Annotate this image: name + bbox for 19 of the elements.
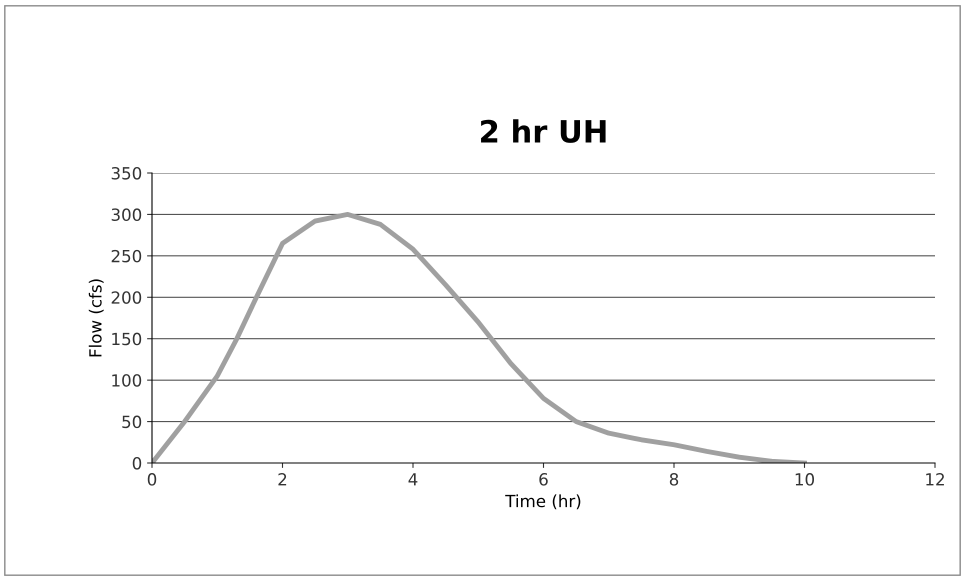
y-tick-label: 50	[122, 416, 142, 428]
y-tick-label: 100	[112, 374, 142, 387]
x-axis-title: Time (hr)	[505, 494, 580, 510]
x-tick-label: 2	[278, 473, 286, 486]
x-tick-label: 4	[408, 473, 418, 486]
y-tick-label: 150	[112, 332, 142, 346]
y-tick-label: 300	[112, 208, 142, 221]
x-tick-label: 8	[670, 473, 678, 486]
x-tick-label: 10	[796, 473, 814, 486]
x-tick-label: 0	[148, 473, 156, 486]
y-tick-label: 250	[112, 250, 142, 262]
y-axis-title: Flow (cfs)	[88, 279, 104, 356]
y-tick-label: 350	[112, 166, 142, 180]
y-tick-label: 200	[112, 291, 142, 304]
y-tick-label: 0	[132, 456, 142, 470]
line-series	[152, 212, 807, 463]
x-tick-label: 12	[926, 473, 944, 486]
chart-title: 2 hr UH	[481, 119, 606, 143]
x-tick-label: 6	[539, 473, 548, 486]
